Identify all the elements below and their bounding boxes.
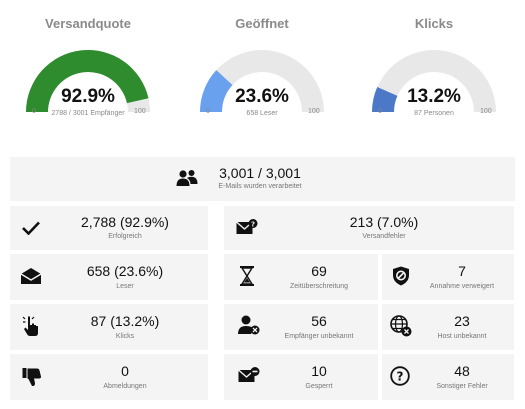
stat-refused: 7 Annahme verweigert [382,254,514,300]
processed-count: 3,001 / 3,001 [219,165,301,181]
stat-label: Versandfehler [362,233,406,240]
stat-value: 2,788 (92.9%) [81,214,169,230]
stat-value: 69 [311,263,327,279]
stat-label: Gesperrt [305,383,333,390]
stat-value: 56 [311,313,327,329]
gauge-min: 0 [32,108,36,115]
users-icon [176,169,198,187]
gauge-max: 100 [308,108,320,115]
stat-blocked: 10 Gesperrt [224,354,378,400]
stat-label: Erfolgreich [108,233,142,240]
stat-value: 23 [454,313,470,329]
stat-value: 87 (13.2%) [90,313,160,329]
open-envelope-icon [20,267,42,285]
stat-label: Klicks [115,333,135,340]
gauge-title: Klicks [414,16,454,31]
stat-timeout: 69 Zeitüberschreitung [224,254,378,300]
gauge-geoeffnet: Geöffnet 23.6% 0 100 658 Leser [182,0,342,140]
stat-label: Annahme verweigert [429,283,495,290]
stat-unsubscribes: 0 Abmeldungen [10,354,208,400]
stat-label: Empfänger unbekannt [284,333,354,340]
stat-success: 2,788 (92.9%) Erfolgreich [10,206,208,250]
gauge-klicks: Klicks 13.2% 0 100 87 Personen [354,0,514,140]
stat-value: 10 [311,363,327,379]
globe-error-icon [390,315,412,337]
gauge-value: 23.6% [235,86,289,107]
gauge-subtitle: 87 Personen [414,110,454,117]
gauge-fill [372,87,398,112]
gauge-max: 100 [480,108,492,115]
stat-other: ? 48 Sonstiger Fehler [382,354,514,400]
gauge-min: 0 [378,108,382,115]
mail-error-icon: ? [236,219,258,235]
user-unknown-icon [238,315,260,335]
gauge-track [372,50,496,112]
thumbs-down-icon [22,367,42,387]
gauge-versandquote: Versandquote 92.9% 0 100 2788 / 3001 Emp… [8,0,168,140]
pointer-hand-icon [22,315,40,337]
blocked-shield-icon [392,266,410,286]
gauge-max: 100 [134,108,146,115]
question-icon: ? [390,366,410,386]
checkmark-icon [22,221,40,235]
svg-text:?: ? [251,221,255,229]
gauge-chart [372,50,496,112]
gauge-title: Versandquote [45,16,131,31]
stat-label: Abmeldungen [103,383,147,390]
stat-readers: 658 (23.6%) Leser [10,254,208,300]
stat-unknown-host: 23 Host unbekannt [382,304,514,350]
gauges-row: Versandquote 92.9% 0 100 2788 / 3001 Emp… [0,0,525,150]
stat-value: 48 [454,363,470,379]
gauge-fill [200,70,233,112]
gauge-value: 13.2% [407,86,461,107]
processed-label: E-Mails wurden verarbeitet [218,183,302,190]
stat-value: 7 [458,263,466,279]
stat-errors: ? 213 (7.0%) Versandfehler [224,206,514,250]
gauge-value: 92.9% [61,86,115,107]
stat-label: Sonstiger Fehler [436,383,488,390]
gauge-title: Geöffnet [235,16,289,31]
gauge-fill [26,49,149,112]
stat-value: 213 (7.0%) [349,214,419,230]
svg-text:?: ? [397,370,404,384]
stat-value: 0 [121,363,129,379]
stat-value: 658 (23.6%) [86,263,164,279]
gauge-subtitle: 2788 / 3001 Empfänger [51,110,125,117]
mail-blocked-icon [238,367,260,383]
stat-label: Zeitüberschreitung [290,283,348,290]
gauge-chart [26,49,150,112]
stat-clicks: 87 (13.2%) Klicks [10,304,208,350]
gauge-track [200,50,324,112]
gauge-chart [200,50,324,112]
stat-unknown-recipient: 56 Empfänger unbekannt [224,304,378,350]
summary-panel: 3,001 / 3,001 E-Mails wurden verarbeitet [10,157,515,201]
gauge-min: 0 [206,108,210,115]
hourglass-icon [240,266,254,286]
stat-label: Leser [116,283,134,290]
stat-label: Host unbekannt [437,333,487,340]
gauge-subtitle: 658 Leser [246,110,278,117]
